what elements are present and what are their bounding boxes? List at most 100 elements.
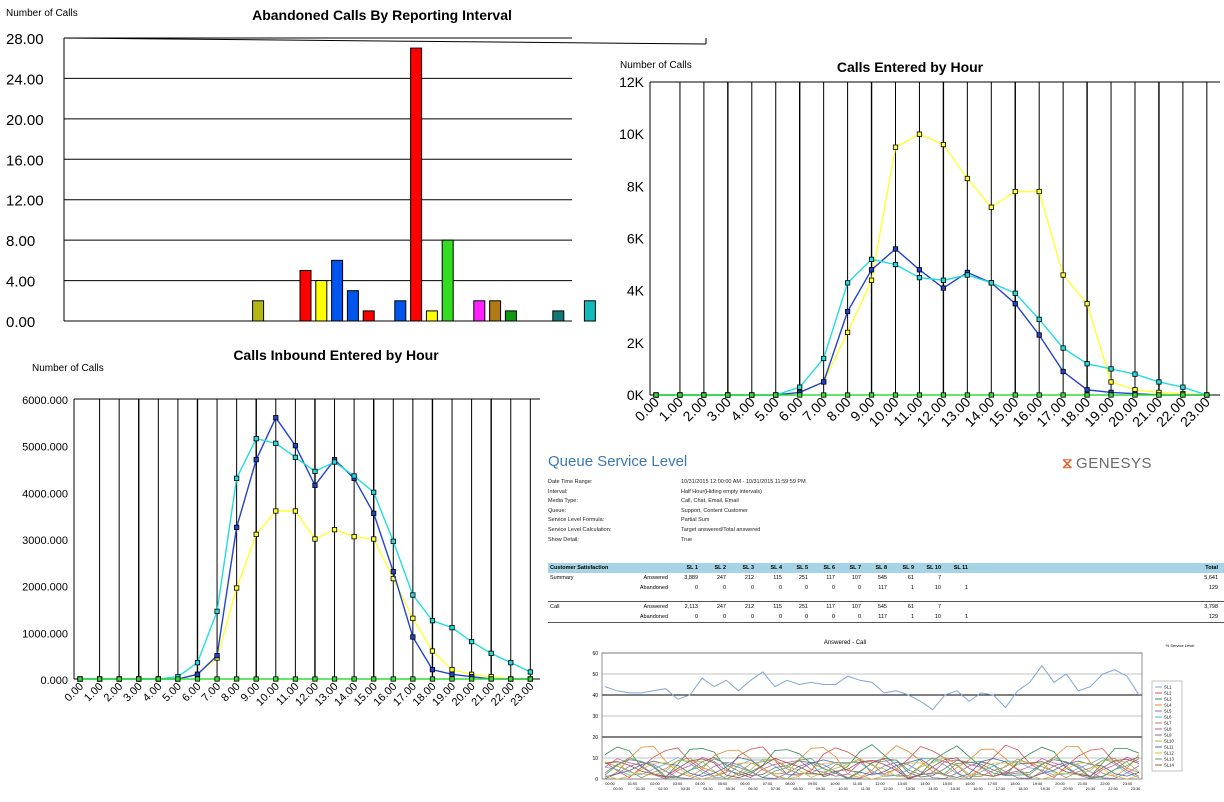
- series-point: [1036, 392, 1042, 398]
- bar: [394, 300, 407, 322]
- parameter-value: True: [681, 536, 693, 543]
- bar: [299, 269, 312, 322]
- mini-legend-label: SL10: [1164, 739, 1174, 744]
- series-point: [916, 275, 923, 281]
- y-axis-title: Number of Calls: [32, 363, 104, 374]
- series-point: [312, 482, 318, 488]
- x-tick-label: 7.00: [799, 394, 830, 425]
- series-point: [253, 531, 259, 537]
- series-point: [253, 436, 259, 442]
- mini-x-tick: 01:00: [628, 782, 638, 786]
- table-cell: 10: [934, 585, 941, 591]
- mini-series-line: [604, 756, 1140, 780]
- series-point: [1012, 188, 1018, 195]
- table-cell: SL 4: [770, 565, 782, 571]
- series-point: [273, 415, 279, 421]
- table-cell: 107: [851, 575, 861, 581]
- genesys-wordmark: GENESYS: [1076, 455, 1153, 472]
- mini-x-tick: 09:00: [808, 782, 818, 786]
- mini-x-tick: 12:30: [883, 787, 893, 791]
- mini-y-tick: 40: [592, 693, 598, 699]
- series-point: [273, 440, 279, 446]
- series-point: [821, 379, 827, 385]
- series-point: [916, 267, 923, 273]
- series-point: [749, 392, 755, 398]
- parameter-row: Show Detail: True: [548, 537, 806, 547]
- mini-x-tick: 20:30: [1063, 787, 1073, 791]
- table-cell: 1: [910, 614, 914, 620]
- series-point: [371, 536, 377, 542]
- series-point: [1156, 392, 1162, 398]
- table-cell: 0: [778, 585, 782, 591]
- series-point: [1204, 392, 1210, 398]
- series-point: [273, 508, 279, 514]
- y-tick-label: 24.00: [6, 71, 44, 88]
- bar: [331, 259, 344, 322]
- series-line: [80, 416, 531, 680]
- series-point: [234, 585, 240, 591]
- mini-x-tick: 05:30: [726, 787, 736, 791]
- series-line: [656, 133, 1207, 396]
- mini-x-tick: 22:30: [1108, 787, 1118, 791]
- series-point: [1084, 361, 1090, 367]
- mini-x-tick: 10:00: [830, 782, 840, 786]
- report-title: Queue Service Level: [548, 453, 688, 470]
- mini-legend-label: SL2: [1164, 691, 1172, 696]
- series-point: [214, 653, 220, 659]
- series-point: [1036, 316, 1042, 322]
- series-point: [390, 676, 396, 682]
- mini-legend-box: [1151, 680, 1183, 772]
- parameter-label: Interval:: [548, 488, 568, 495]
- y-tick-label: 2000.000: [22, 582, 68, 594]
- table-cell: Abandoned: [639, 614, 668, 620]
- mini-legend-label: SL8: [1164, 727, 1172, 732]
- series-point: [194, 676, 201, 682]
- table-cell: 251: [798, 604, 808, 610]
- series-point: [410, 592, 416, 598]
- series-point: [821, 355, 827, 362]
- series-point: [527, 676, 533, 682]
- table-cell: 0: [857, 614, 861, 620]
- mini-x-tick: 21:00: [1078, 782, 1088, 786]
- parameter-label: Media Type:: [548, 498, 578, 505]
- table-cell: 0: [722, 585, 726, 591]
- mini-x-tick: 06:30: [748, 787, 758, 791]
- bar: [425, 310, 438, 322]
- parameter-label: Show Detail:: [548, 536, 579, 543]
- bar: [252, 300, 265, 322]
- table-cell: 7: [937, 604, 941, 610]
- bar: [552, 310, 565, 322]
- mini-legend-label: SL1: [1164, 685, 1172, 690]
- series-point: [677, 392, 683, 398]
- series-point: [797, 384, 803, 390]
- series-point: [77, 676, 83, 682]
- series-point: [1012, 290, 1018, 296]
- mini-x-tick: 05:00: [718, 782, 728, 786]
- parameter-label: Service Level Calculation:: [548, 526, 612, 533]
- parameter-value: Partial Sum: [681, 517, 710, 524]
- y-tick-label: 5000.000: [22, 442, 68, 454]
- series-point: [449, 625, 455, 631]
- table-cell: 1: [964, 585, 968, 591]
- table-cell: 545: [877, 604, 887, 610]
- bar: [315, 280, 328, 322]
- y-axis-title: Number of Calls: [620, 60, 692, 71]
- mini-x-tick: 13:30: [906, 787, 916, 791]
- mini-x-tick: 19:30: [1041, 787, 1051, 791]
- mini-x-tick: 16:00: [965, 782, 975, 786]
- series-point: [964, 272, 970, 278]
- series-point: [844, 280, 851, 286]
- series-point: [429, 648, 436, 654]
- series-point: [331, 527, 338, 533]
- parameter-row: Interval: Half Hour(Hiding empty interval…: [548, 489, 806, 499]
- series-point: [844, 392, 851, 398]
- table-cell: Total: [1205, 565, 1218, 571]
- series-point: [988, 392, 994, 398]
- series-point: [868, 392, 875, 398]
- parameter-value: Target answered/Total answered: [681, 526, 761, 533]
- entered-chart: Number of Calls Calls Entered by Hour 0K 2K…: [619, 59, 1220, 430]
- series-point: [964, 175, 970, 182]
- series-point: [312, 468, 318, 474]
- series-point: [234, 524, 240, 530]
- x-tick-label: 23.00: [509, 681, 537, 709]
